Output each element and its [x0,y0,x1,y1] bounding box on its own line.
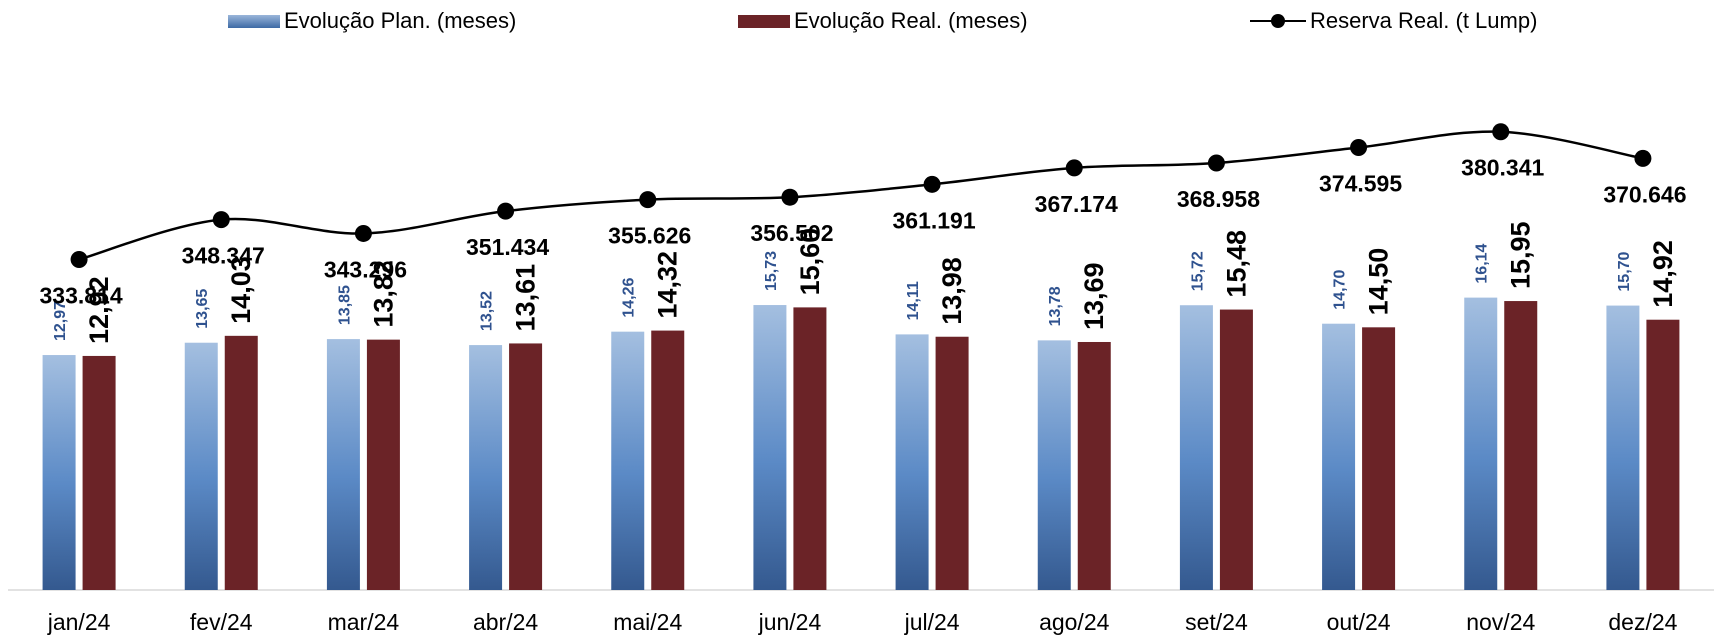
data-label-plan-mar/24: 13,85 [336,285,353,325]
data-label-plan-fev/24: 13,65 [194,289,211,329]
series-line-reserva [78,130,1644,261]
bar-plan-set/24 [1179,305,1213,590]
point-reserva-set/24 [1207,154,1225,172]
data-label-reserva-out/24: 374.595 [1319,171,1402,197]
data-label-plan-dez/24: 15,70 [1616,251,1633,291]
data-label-plan-jul/24: 14,11 [905,281,922,320]
data-label-reserva-jan/24: 333.814 [40,282,123,308]
bar-real-mar/24 [366,339,400,590]
x-tick-label-ago/24: ago/24 [1039,609,1110,635]
data-label-plan-abr/24: 13,52 [479,291,496,331]
legend-swatch-real [738,14,790,28]
data-label-reserva-abr/24: 351.434 [466,234,549,260]
data-label-reserva-set/24: 368.958 [1177,186,1260,212]
data-label-real-nov/24: 15,95 [1506,221,1536,289]
point-reserva-ago/24 [1065,159,1083,177]
x-tick-label-out/24: out/24 [1327,609,1391,635]
x-tick-label-abr/24: abr/24 [473,609,538,635]
bar-plan-jul/24 [895,334,929,590]
data-label-real-ago/24: 13,69 [1079,262,1109,330]
x-tick-label-fev/24: fev/24 [190,609,253,635]
bar-real-set/24 [1219,309,1253,590]
bar-plan-jan/24 [42,355,76,590]
point-reserva-fev/24 [212,211,230,229]
bar-plan-nov/24 [1464,297,1498,590]
data-label-real-dez/24: 14,92 [1648,240,1678,308]
bar-real-jun/24 [793,307,827,590]
x-tick-label-set/24: set/24 [1185,609,1248,635]
data-label-plan-out/24: 14,70 [1332,270,1349,310]
legend-label-real: Evolução Real. (meses) [794,8,1028,33]
data-label-reserva-mar/24: 343.296 [324,256,407,282]
data-label-real-fev/24: 14,03 [226,256,256,324]
data-label-reserva-jul/24: 361.191 [893,207,976,233]
bar-real-dez/24 [1646,319,1680,590]
x-tick-label-jul/24: jul/24 [904,609,960,635]
data-label-reserva-fev/24: 348.347 [182,243,265,269]
data-label-reserva-nov/24: 380.341 [1461,155,1544,181]
bar-real-jul/24 [935,336,969,590]
bar-plan-fev/24 [184,342,218,590]
legend-item-plan: Evolução Plan. (meses) [228,8,516,34]
x-tick-label-jun/24: jun/24 [758,609,822,635]
data-label-real-mai/24: 14,32 [653,251,683,319]
bar-plan-abr/24 [469,345,503,590]
data-label-reserva-dez/24: 370.646 [1603,181,1686,207]
bar-plan-mai/24 [611,331,645,590]
point-reserva-jul/24 [923,175,941,193]
legend-item-reserva: Reserva Real. (t Lump) [1250,8,1537,34]
data-label-real-mar/24: 13,82 [368,260,398,328]
data-label-real-abr/24: 13,61 [511,264,541,332]
x-tick-label-dez/24: dez/24 [1608,609,1677,635]
legend-line-marker-icon [1250,13,1306,29]
x-tick-label-nov/24: nov/24 [1466,609,1535,635]
bar-plan-mar/24 [326,339,360,590]
bar-plan-ago/24 [1037,340,1071,590]
bar-real-jan/24 [82,355,116,590]
point-reserva-dez/24 [1634,149,1652,167]
point-reserva-mar/24 [354,224,372,242]
bar-plan-out/24 [1322,323,1356,590]
data-label-plan-set/24: 15,72 [1189,251,1206,291]
data-label-plan-jan/24: 12,97 [52,301,69,341]
point-reserva-mai/24 [639,191,657,209]
bar-real-fev/24 [224,335,258,590]
data-label-plan-nov/24: 16,14 [1474,243,1491,283]
data-label-plan-jun/24: 15,73 [763,251,780,291]
point-reserva-jun/24 [781,188,799,206]
chart-legend: Evolução Plan. (meses) Evolução Real. (m… [0,8,1714,38]
legend-label-reserva: Reserva Real. (t Lump) [1310,8,1538,33]
point-reserva-out/24 [1350,139,1368,157]
bar-real-out/24 [1362,327,1396,590]
data-label-real-jul/24: 13,98 [937,257,967,325]
x-tick-label-mar/24: mar/24 [328,609,400,635]
data-label-plan-mai/24: 14,26 [621,278,638,318]
legend-swatch-plan [228,14,280,28]
point-reserva-abr/24 [497,202,515,220]
data-label-reserva-mai/24: 355.626 [608,223,691,249]
bar-real-nov/24 [1504,301,1538,590]
data-label-reserva-ago/24: 367.174 [1035,191,1118,217]
point-reserva-nov/24 [1492,123,1510,141]
data-label-reserva-jun/24: 356.502 [750,220,833,246]
bar-plan-dez/24 [1606,305,1640,590]
data-label-real-out/24: 14,50 [1364,248,1394,316]
data-label-plan-ago/24: 13,78 [1047,286,1064,326]
point-reserva-jan/24 [70,250,88,268]
bar-real-abr/24 [509,343,543,590]
data-label-real-set/24: 15,48 [1221,230,1251,298]
data-label-real-jun/24: 15,60 [795,228,825,296]
data-label-real-jan/24: 12,92 [84,276,114,344]
x-tick-label-mai/24: mai/24 [613,609,682,635]
bar-real-mai/24 [651,330,685,590]
legend-label-plan: Evolução Plan. (meses) [284,8,517,33]
bar-real-ago/24 [1077,341,1111,590]
legend-item-real: Evolução Real. (meses) [738,8,1028,34]
bar-plan-jun/24 [753,305,787,590]
x-tick-label-jan/24: jan/24 [47,609,111,635]
